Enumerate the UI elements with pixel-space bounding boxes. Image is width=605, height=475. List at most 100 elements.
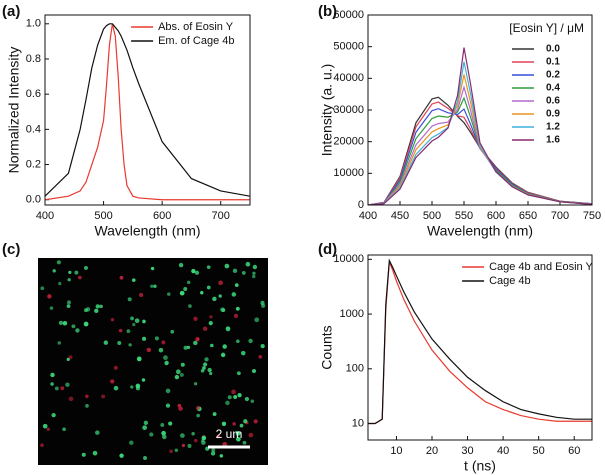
particle — [240, 350, 246, 356]
plot-frame — [44, 14, 251, 206]
particle — [209, 315, 213, 319]
particle — [92, 450, 98, 456]
y-tick-label: 0.8 — [26, 53, 41, 65]
particle — [163, 355, 168, 361]
particle — [158, 347, 164, 353]
x-tick-label: 400 — [359, 210, 377, 222]
particle — [201, 440, 206, 445]
particle — [241, 271, 246, 275]
particle — [242, 440, 247, 445]
particle — [56, 260, 61, 265]
legend-label: 0.6 — [546, 96, 560, 107]
particle — [132, 278, 136, 282]
particle — [178, 406, 183, 411]
plot-frame — [367, 14, 593, 206]
particle — [117, 340, 122, 345]
particle — [235, 431, 241, 436]
particle — [183, 345, 188, 350]
particle — [227, 395, 232, 400]
particle — [95, 430, 100, 435]
y-tick-label: 0.6 — [26, 88, 41, 100]
plot: 400 450 500 550 600 650 700 750 0 10000 20000 30000… — [319, 9, 601, 239]
particle — [222, 441, 228, 447]
particle — [224, 263, 230, 269]
particle — [126, 329, 131, 334]
y-axis-label: Counts — [319, 325, 335, 369]
legend-label: 0.4 — [546, 83, 560, 94]
particle — [188, 304, 192, 308]
particle — [95, 304, 100, 309]
particle — [178, 262, 184, 268]
panel-label: (d) — [318, 241, 337, 258]
particle — [195, 337, 200, 342]
particle — [175, 369, 181, 375]
particle — [248, 432, 254, 438]
particle — [139, 292, 144, 298]
particle — [252, 264, 258, 270]
legend-label: Abs. of Eosin Y — [158, 21, 234, 33]
particle — [233, 394, 238, 399]
y-tick-label: 0.0 — [26, 194, 41, 206]
particle — [75, 328, 80, 333]
x-tick-label: 700 — [212, 210, 230, 222]
y-tick-label: 0 — [358, 199, 364, 211]
particle — [243, 419, 248, 424]
particle — [134, 318, 140, 324]
particle — [101, 394, 106, 399]
particle — [248, 338, 253, 344]
plot: 10 20 30 40 50 60 10 100 1000 10000 t (ns) Counts Ca… — [319, 253, 594, 473]
particle — [149, 432, 154, 437]
particle — [216, 434, 221, 439]
particle — [218, 294, 222, 298]
legend-label: Cage 4b — [489, 275, 531, 287]
particle — [221, 421, 227, 427]
particle — [245, 261, 251, 267]
particle — [68, 396, 74, 402]
y-tick-label: 60000 — [333, 9, 364, 21]
particle — [154, 336, 159, 341]
particle — [232, 268, 238, 274]
particle — [58, 281, 62, 286]
particle — [186, 280, 191, 285]
y-tick-label: 1000 — [340, 308, 364, 320]
particle — [47, 294, 52, 299]
particle — [67, 300, 71, 305]
particle — [113, 365, 118, 370]
y-tick-label: 10 — [352, 417, 364, 429]
particle — [67, 278, 71, 282]
series-line — [45, 23, 250, 201]
particle — [143, 420, 149, 426]
particle — [210, 451, 216, 456]
y-axis-label: Intensity (a. u.) — [319, 64, 335, 157]
x-tick-label: 60 — [568, 445, 580, 457]
particle — [46, 427, 50, 431]
x-tick-label: 400 — [36, 210, 54, 222]
particle — [135, 383, 141, 389]
y-tick-label: 30000 — [333, 104, 364, 116]
particle — [85, 394, 89, 399]
legend-label: 0.1 — [546, 57, 560, 68]
particle — [142, 425, 148, 431]
y-tick-label: 100 — [346, 363, 364, 375]
particle — [40, 443, 44, 448]
particle — [181, 443, 186, 448]
particle — [254, 317, 260, 323]
particle — [130, 316, 134, 321]
particle — [103, 340, 109, 345]
particle — [84, 265, 88, 270]
particle — [231, 292, 237, 297]
legend-label: 0.9 — [546, 109, 560, 120]
particle — [193, 382, 198, 386]
scale-bar-label: 2 um — [216, 427, 243, 441]
particle — [165, 388, 171, 394]
particle — [174, 374, 180, 380]
particle — [143, 456, 147, 460]
legend-label: Em. of Cage 4b — [158, 35, 234, 47]
particle — [236, 339, 240, 344]
particle — [141, 378, 146, 382]
particle — [206, 265, 211, 270]
particle — [142, 319, 146, 324]
particle — [191, 431, 195, 436]
x-tick-label: 500 — [423, 210, 441, 222]
particle — [258, 355, 263, 359]
